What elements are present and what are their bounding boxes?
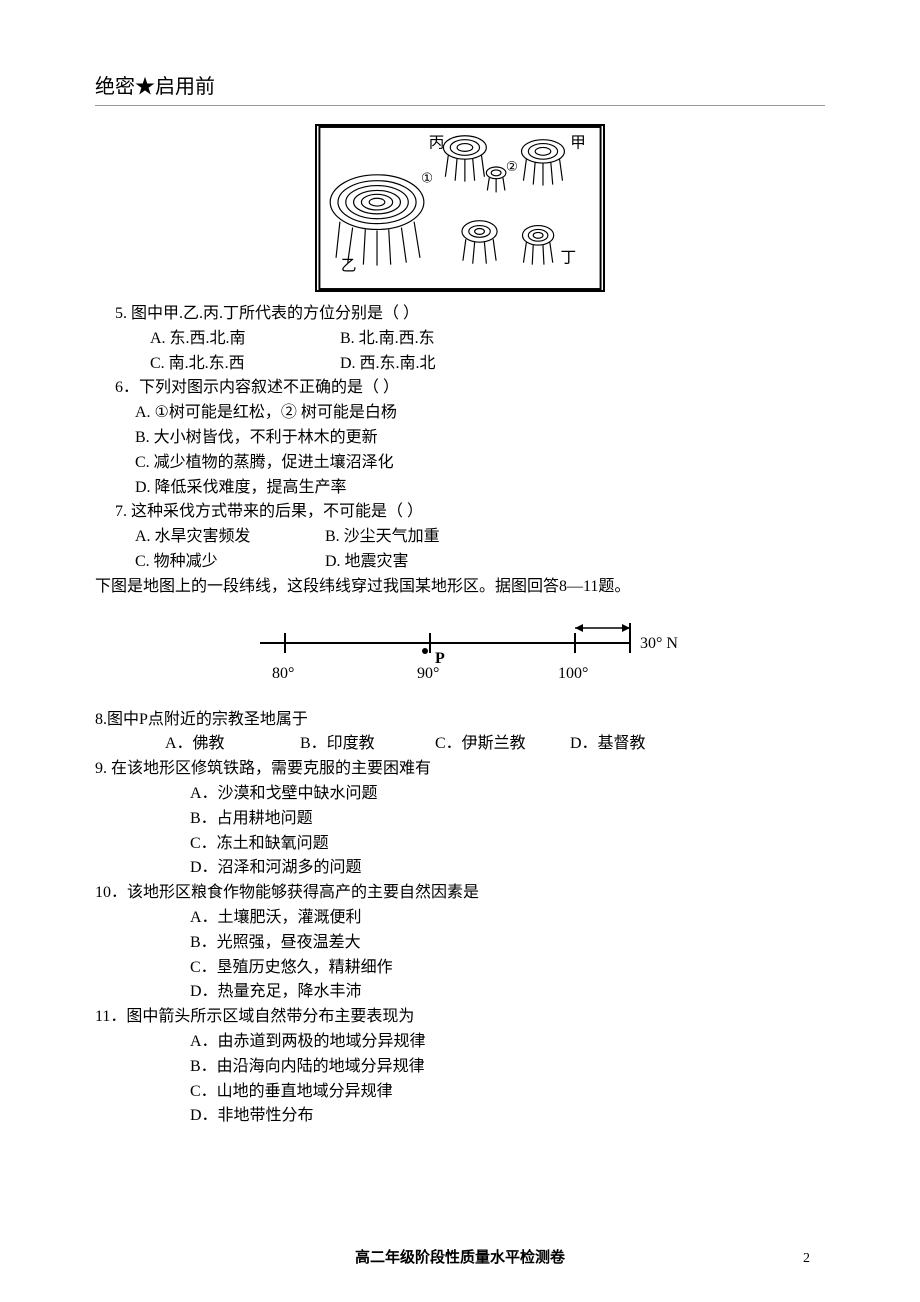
q10-c: C．垦殖历史悠久，精耕细作 [190,956,825,981]
svg-text:乙: 乙 [341,257,357,274]
q6-stem: 6．下列对图示内容叙述不正确的是（ ） [115,376,825,401]
q6-b: B. 大小树皆伐，不利于林木的更新 [135,426,825,451]
context-8-11: 下图是地图上的一段纬线，这段纬线穿过我国某地形区。据图回答8—11题。 [95,575,825,600]
q5-opts-cd: C. 南.北.东.西D. 西.东.南.北 [150,352,825,377]
q6-d: D. 降低采伐难度，提高生产率 [135,476,825,501]
q11-stem: 11．图中箭头所示区域自然带分布主要表现为 [95,1005,825,1030]
svg-text:甲: 甲 [570,134,586,151]
q7-opts-ab: A. 水旱灾害频发B. 沙尘天气加重 [135,525,825,550]
q10-d: D．热量充足，降水丰沛 [190,980,825,1005]
figure-stumps: 甲 乙 丙 丁 ① ② [315,124,605,292]
q11-a: A．由赤道到两极的地域分异规律 [190,1030,825,1055]
header-secrecy: 绝密★启用前 [95,70,825,106]
svg-text:丙: 丙 [429,134,445,151]
q7-opts-cd: C. 物种减少D. 地震灾害 [135,550,825,575]
svg-text:100°: 100° [558,665,588,682]
q9-stem: 9. 在该地形区修筑铁路，需要克服的主要困难有 [95,757,825,782]
figure-latitude: P 30° N 80° 90° 100° [230,618,690,698]
q9-d: D．沼泽和河湖多的问题 [190,856,825,881]
q10-a: A．土壤肥沃，灌溉便利 [190,906,825,931]
q11-b: B．由沿海向内陆的地域分异规律 [190,1055,825,1080]
q6-a: A. ①树可能是红松，② 树可能是白杨 [135,401,825,426]
svg-text:30° N: 30° N [640,635,678,652]
svg-text:90°: 90° [417,665,439,682]
q11-c: C．山地的垂直地域分异规律 [190,1080,825,1105]
svg-text:②: ② [506,159,518,174]
q5-opts-ab: A. 东.西.北.南B. 北.南.西.东 [150,327,825,352]
svg-text:丁: 丁 [561,250,577,267]
page-number: 2 [803,1251,810,1267]
q11-d: D．非地带性分布 [190,1104,825,1129]
svg-text:①: ① [421,171,433,186]
q8-opts: A．佛教B．印度教C．伊斯兰教D．基督教 [165,732,825,757]
q6-c: C. 减少植物的蒸腾，促进土壤沼泽化 [135,451,825,476]
q10-b: B．光照强，昼夜温差大 [190,931,825,956]
q5-stem: 5. 图中甲.乙.丙.丁所代表的方位分别是（ ） [115,302,825,327]
svg-text:80°: 80° [272,665,294,682]
q7-stem: 7. 这种采伐方式带来的后果，不可能是（ ） [115,500,825,525]
footer-title: 高二年级阶段性质量水平检测卷 [0,1246,920,1267]
q8-stem: 8.图中P点附近的宗教圣地属于 [95,708,825,733]
q10-stem: 10．该地形区粮食作物能够获得高产的主要自然因素是 [95,881,825,906]
q9-a: A．沙漠和戈壁中缺水问题 [190,782,825,807]
q9-b: B．占用耕地问题 [190,807,825,832]
q9-c: C．冻土和缺氧问题 [190,832,825,857]
